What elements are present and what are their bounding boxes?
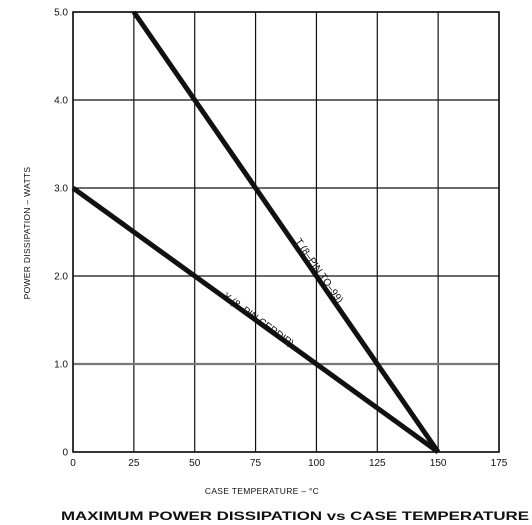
x-tick-label: 125 (369, 458, 386, 469)
x-axis-title: CASE TEMPERATURE – °C (205, 486, 319, 496)
y-tick-label: 1.0 (54, 360, 68, 371)
y-tick-label: 2.0 (54, 272, 68, 283)
x-tick-label: 25 (128, 458, 140, 469)
x-tick-label: 75 (250, 458, 262, 469)
x-tick-label: 150 (430, 458, 447, 469)
y-tick-label: 4.0 (54, 96, 68, 107)
series-label-y-cerdip: Y (8–PIN CERDIP) (221, 291, 296, 349)
x-tick-label: 175 (491, 458, 508, 469)
chart-caption: MAXIMUM POWER DISSIPATION vs CASE TEMPER… (61, 511, 529, 523)
series-line (71, 185, 440, 455)
y-axis-title: POWER DISSIPATION – WATTS (22, 167, 32, 300)
tick-labels: 0 25 50 75 100 125 150 175 0 1.0 2.0 3.0 4.0 5.0 (54, 8, 508, 470)
grid (72, 11, 500, 453)
series-label-t-to99: T (8–PIN TO–99) (292, 237, 344, 306)
x-tick-label: 100 (308, 458, 325, 469)
y-tick-label: 3.0 (54, 184, 68, 195)
plot-frame (72, 11, 500, 453)
x-tick-label: 50 (189, 458, 201, 469)
y-tick-label: 0 (62, 448, 68, 459)
y-tick-label: 5.0 (54, 8, 68, 19)
x-tick-label: 0 (70, 458, 76, 469)
series-line (131, 10, 441, 454)
series-lines (71, 10, 441, 455)
